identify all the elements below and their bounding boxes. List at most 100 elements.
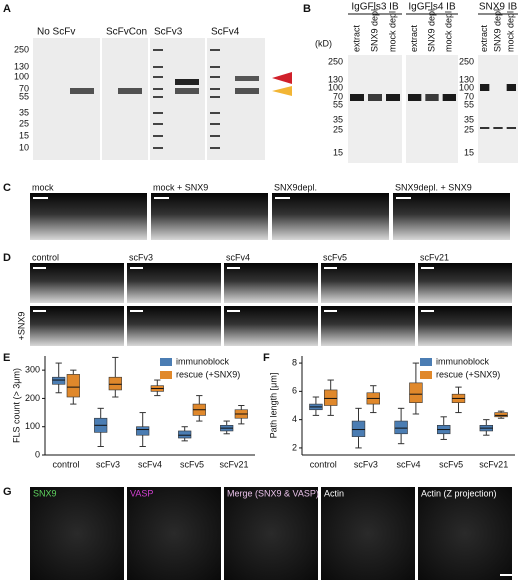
legend-swatch — [420, 371, 432, 379]
blot-label: SNX9 IB — [479, 2, 518, 13]
micrograph — [393, 193, 510, 240]
blot-band — [368, 94, 382, 101]
ladder-label: 55 — [19, 91, 29, 101]
micrograph — [272, 193, 389, 240]
legend-label: rescue (+SNX9) — [176, 369, 240, 379]
micrograph — [224, 306, 318, 346]
channel-label: Actin — [324, 488, 344, 498]
lane-label: extract — [409, 24, 419, 52]
blot-band — [506, 84, 516, 91]
ladder-band — [210, 76, 220, 78]
panel-label: B — [303, 3, 311, 15]
gel-band — [175, 79, 199, 85]
micrograph — [151, 193, 268, 240]
y-tick-label: 100 — [25, 421, 40, 431]
box — [136, 426, 150, 436]
lane-label: extract — [479, 24, 489, 52]
ladder-label: 250 — [459, 56, 474, 66]
lane-label: extract — [351, 24, 361, 52]
ladder-label: 250 — [328, 56, 343, 66]
legend-label: immunoblock — [176, 356, 230, 366]
box — [52, 376, 66, 385]
blot — [348, 55, 402, 163]
x-tick-label: control — [310, 459, 337, 469]
micrograph — [127, 306, 221, 346]
y-tick-label: 200 — [25, 393, 40, 403]
x-tick-label: scFv4 — [138, 459, 162, 469]
ladder-label: 15 — [464, 147, 474, 157]
ladder-label: 250 — [14, 44, 29, 54]
panel-label: D — [3, 252, 11, 264]
ladder-label: 130 — [328, 74, 343, 84]
micrograph — [321, 487, 415, 580]
ladder-label: 70 — [464, 91, 474, 101]
ladder-band — [153, 147, 163, 149]
ladder-band — [153, 66, 163, 68]
channel-label: Actin (Z projection) — [421, 488, 497, 498]
blot-band — [408, 94, 422, 101]
blot — [406, 55, 458, 163]
blot — [478, 55, 518, 163]
micrograph — [321, 306, 415, 346]
lane-label: mock depl — [444, 11, 454, 52]
y-axis-label: FLS count (> 3μm) — [11, 368, 21, 443]
y-tick-label: 4 — [292, 414, 297, 424]
x-tick-label: scFv5 — [439, 459, 463, 469]
condition-label: mock + SNX9 — [153, 182, 208, 192]
micrograph — [224, 487, 318, 580]
ladder-label: 70 — [19, 83, 29, 93]
lane-label: mock depl — [387, 11, 397, 52]
micrograph — [30, 306, 124, 346]
y-tick-label: 0 — [35, 449, 40, 459]
ladder-band — [210, 66, 220, 68]
blot-band — [480, 127, 490, 129]
arrow-yellow — [272, 86, 292, 96]
lane-label: SNX9 depl — [426, 9, 436, 52]
micrograph — [321, 263, 415, 303]
blot-band — [493, 127, 503, 129]
ladder-label: 100 — [328, 82, 343, 92]
lane-label: ScFv3 — [154, 27, 183, 38]
panel-label: G — [3, 486, 12, 498]
ladder-band — [153, 49, 163, 51]
ladder-band — [210, 112, 220, 114]
lane-label: ScFv4 — [211, 27, 240, 38]
channel-label: SNX9 — [33, 488, 57, 498]
y-tick-label: 300 — [25, 365, 40, 375]
box — [494, 412, 508, 418]
blot-band — [425, 94, 439, 101]
micrograph — [418, 263, 512, 303]
ladder-label: 35 — [333, 114, 343, 124]
condition-label: control — [32, 252, 59, 262]
ladder-band — [210, 135, 220, 137]
ladder-label: 25 — [464, 124, 474, 134]
condition-label: SNX9depl. + SNX9 — [395, 182, 472, 192]
ladder-label: 15 — [333, 147, 343, 157]
blot-band — [506, 127, 516, 129]
x-tick-label: scFv4 — [396, 459, 420, 469]
gel — [33, 38, 100, 160]
ladder-label: 100 — [14, 71, 29, 81]
ladder-band — [210, 88, 220, 90]
ladder-label: 55 — [333, 99, 343, 109]
legend-label: immunoblock — [436, 356, 490, 366]
gel-band — [175, 88, 199, 94]
box — [394, 420, 408, 435]
condition-label: scFv21 — [420, 252, 449, 262]
y-axis-label: Path length [μm] — [268, 373, 278, 439]
panel-label: F — [263, 352, 270, 364]
blot-label: IgGFls3 IB — [351, 2, 399, 13]
box — [108, 376, 122, 391]
lane-label: ScFvCon — [106, 27, 147, 38]
channel-label: Merge (SNX9 & VASP) — [227, 488, 319, 498]
ladder-band — [153, 76, 163, 78]
ladder-band — [210, 147, 220, 149]
gel — [102, 38, 148, 160]
blot-band — [386, 94, 400, 101]
micrograph — [127, 487, 221, 580]
ladder-band — [153, 135, 163, 137]
blot-label: IgGFls4 IB — [408, 2, 456, 13]
ladder-band — [153, 112, 163, 114]
y-tick-label: 8 — [292, 357, 297, 367]
ladder-label: 25 — [333, 124, 343, 134]
